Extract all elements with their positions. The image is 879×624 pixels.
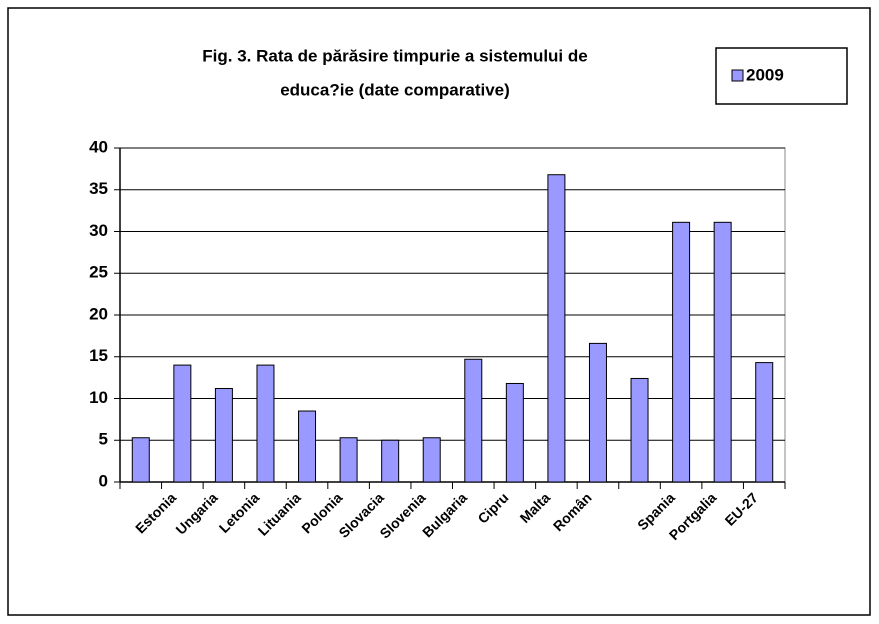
bar	[505, 382, 524, 483]
bar	[547, 174, 566, 483]
y-tick-label: 25	[89, 263, 108, 282]
chart-title: Fig. 3. Rata de părăsire timpurie a sist…	[202, 46, 587, 65]
y-tick-label: 15	[89, 346, 108, 365]
y-tick-label: 40	[89, 137, 108, 156]
y-tick-label: 20	[89, 304, 108, 323]
bar	[298, 410, 317, 483]
bar	[464, 358, 483, 483]
bar	[381, 439, 400, 483]
y-tick-label: 35	[89, 179, 108, 198]
chart-title: educa?ie (date comparative)	[280, 80, 510, 99]
y-tick-label: 30	[89, 221, 108, 240]
bar	[630, 377, 649, 483]
bar	[672, 221, 691, 483]
legend-label: 2009	[746, 65, 784, 84]
bar	[713, 221, 732, 483]
y-tick-label: 0	[99, 471, 108, 490]
bar	[339, 437, 358, 483]
bar	[755, 362, 774, 483]
legend-swatch	[731, 69, 744, 82]
y-tick-label: 10	[89, 388, 108, 407]
y-tick-label: 5	[99, 430, 108, 449]
bar	[214, 387, 233, 483]
bar	[422, 437, 441, 483]
bar	[173, 364, 192, 483]
bar	[256, 364, 275, 483]
bar	[588, 342, 607, 483]
bar	[131, 437, 150, 483]
